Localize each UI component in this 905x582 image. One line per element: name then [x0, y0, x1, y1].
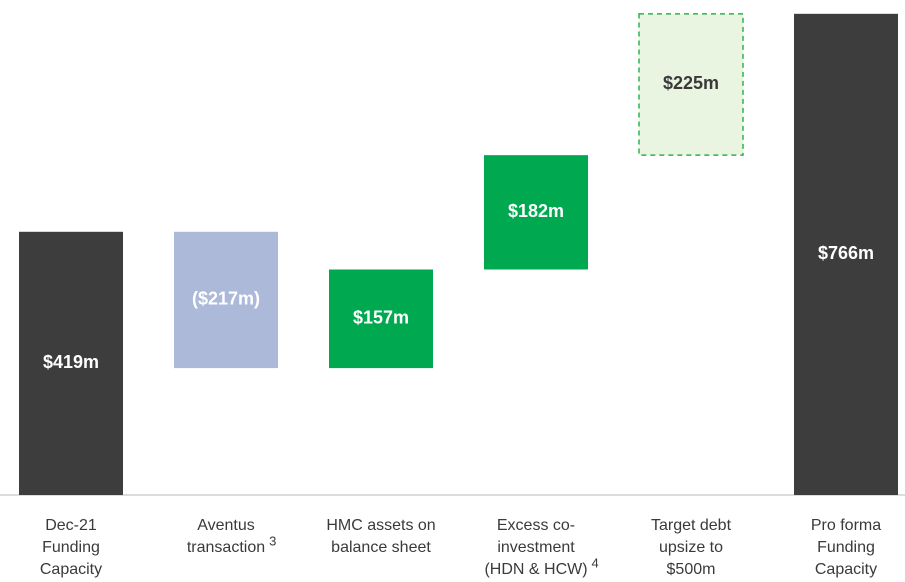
x-tick-label: investment [497, 539, 575, 556]
bar [329, 269, 433, 369]
x-tick-label: Funding [817, 539, 875, 556]
x-tick-label: upsize to [659, 539, 723, 556]
x-tick-label: (HDN & HCW) [484, 561, 587, 578]
bar [174, 231, 278, 369]
value-label: $157m [353, 308, 409, 328]
x-tick-label: Aventus [197, 517, 255, 534]
x-tick-label: balance sheet [331, 539, 431, 556]
bar [638, 13, 744, 156]
bar [484, 155, 588, 270]
footnote-marker: 3 [269, 533, 276, 548]
x-tick-label: Target debt [651, 517, 732, 534]
x-tick-label: Capacity [815, 561, 877, 578]
x-tick-label: Pro forma [811, 517, 881, 534]
x-tick-label: Dec-21 [45, 517, 97, 534]
x-tick-label: Capacity [40, 561, 102, 578]
bar [19, 231, 123, 495]
value-label: $182m [508, 201, 564, 221]
x-tick-label: transaction [187, 539, 265, 556]
footnote-marker: 4 [592, 555, 599, 570]
value-label: $225m [663, 73, 719, 93]
x-tick-label: Funding [42, 539, 100, 556]
x-tick-label: $500m [667, 561, 716, 578]
bar [794, 13, 898, 496]
value-label: ($217m) [192, 289, 260, 309]
value-label: $419m [43, 352, 99, 372]
x-tick-label: HMC assets on [326, 517, 435, 534]
x-tick-label: Excess co- [497, 517, 575, 534]
value-label: $766m [818, 243, 874, 263]
